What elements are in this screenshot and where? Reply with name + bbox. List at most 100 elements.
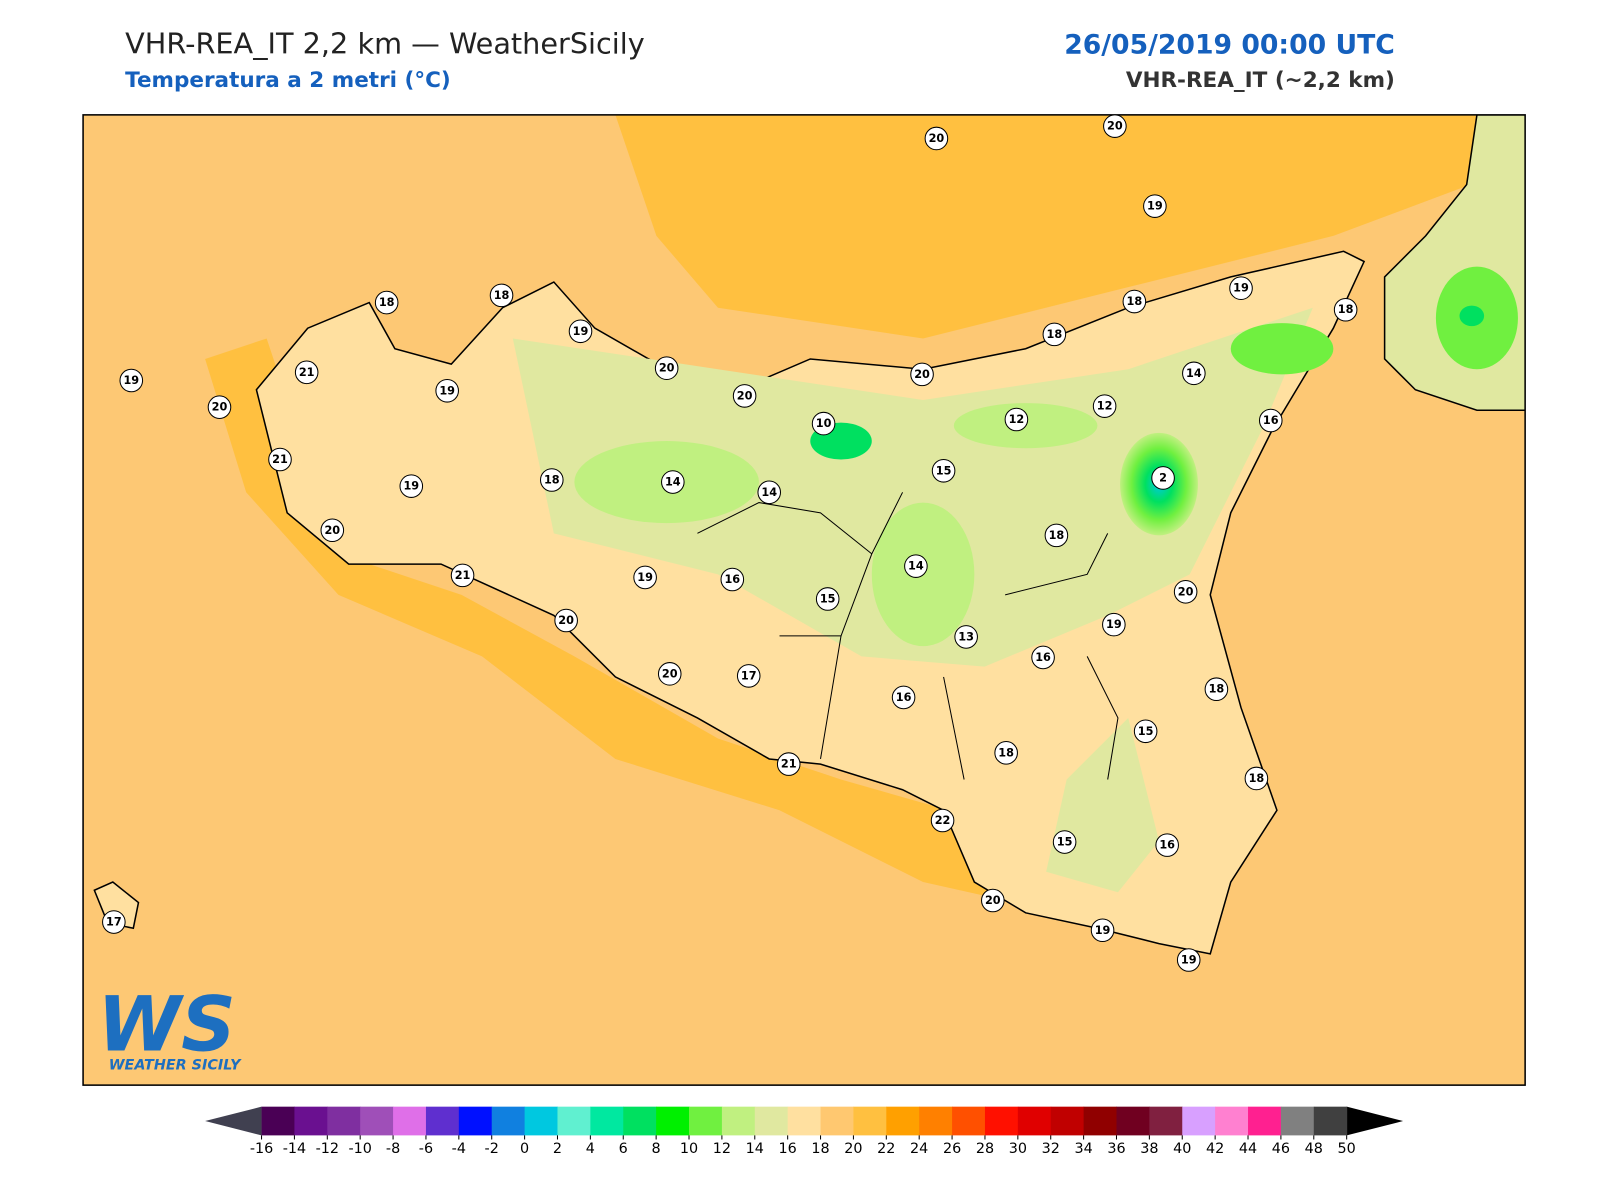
colorbar-bin: [886, 1106, 920, 1136]
station: 15: [1133, 719, 1158, 744]
station: 19: [568, 319, 593, 344]
station-marker: [268, 447, 292, 472]
station-value: 20: [1178, 585, 1194, 598]
colorbar-bin: [1083, 1106, 1118, 1136]
station: 10: [811, 411, 836, 436]
colorbar-bin: [689, 1106, 723, 1136]
station-value: 20: [324, 524, 340, 537]
station-marker: [1151, 466, 1175, 490]
station: 20: [207, 395, 232, 419]
station-value: 12: [1097, 400, 1113, 413]
station: 18: [1044, 523, 1069, 548]
station-marker: [1155, 833, 1179, 857]
station-value: 21: [299, 366, 315, 379]
station: 13: [954, 625, 978, 649]
station-marker: [119, 368, 144, 393]
station: 20: [654, 356, 679, 380]
station-marker: [1090, 918, 1115, 943]
station-marker: [539, 468, 564, 492]
station: 18: [1244, 766, 1269, 791]
colorbar-bin: [327, 1106, 361, 1136]
station-value: 20: [914, 368, 930, 381]
station-marker: [954, 625, 978, 649]
colorbar-bin: [952, 1106, 986, 1136]
station-marker: [633, 565, 657, 590]
station-value: 16: [896, 691, 912, 704]
colorbar-bin: [491, 1106, 526, 1136]
station-value: 20: [929, 132, 945, 145]
colorbar-bin: [919, 1106, 953, 1136]
station: 12: [1092, 394, 1117, 418]
station: 17: [102, 910, 126, 934]
logo: WS WEATHER SICILY: [97, 980, 242, 1073]
station-marker: [374, 290, 399, 315]
station-marker: [1122, 289, 1147, 314]
station: 20: [1173, 579, 1198, 604]
station-value: 16: [1159, 839, 1175, 852]
colorbar-tick-label: -8: [386, 1141, 400, 1157]
station: 16: [891, 685, 916, 710]
colorbar-tick-label: 40: [1173, 1141, 1191, 1157]
colorbar: -16 -14 -12 -10 -8 -6 -4 -2 0 2 4 6 8 10 12 14 16 18 20 22 2…: [205, 1106, 1404, 1157]
station: 19: [119, 368, 144, 393]
title: VHR-REA_IT 2,2 km — WeatherSicily: [125, 26, 645, 60]
station-value: 12: [1009, 413, 1025, 426]
station-value: 15: [936, 464, 952, 477]
colorbar-tick-label: -12: [316, 1141, 339, 1157]
station-value: 18: [998, 746, 1014, 759]
cool-iblei: [1046, 717, 1159, 893]
colorbar-bin: [1248, 1106, 1282, 1136]
station-value: 14: [1186, 367, 1202, 380]
station: 18: [994, 741, 1018, 765]
colorbar-bin: [1182, 1106, 1216, 1136]
stations: 20 20 19 18 18 19 18 19 18 18 19 21 20 19 20 20 20 14 12 12…: [102, 114, 1358, 972]
station: 16: [720, 567, 745, 592]
station: 16: [1031, 645, 1055, 670]
station-value: 14: [908, 560, 924, 573]
colorbar-bin: [1313, 1106, 1348, 1136]
station-value: 20: [1107, 120, 1123, 133]
colorbar-bin: [623, 1106, 657, 1136]
colorbar-bin: [458, 1106, 493, 1136]
station: 16: [1258, 408, 1283, 433]
station-marker: [1092, 394, 1117, 418]
colorbar-bin: [1149, 1106, 1183, 1136]
station: 19: [1143, 194, 1167, 218]
warm-sea: [615, 114, 1526, 339]
station-marker: [654, 356, 679, 380]
station-marker: [1333, 297, 1358, 322]
station-marker: [450, 563, 475, 588]
station-marker: [924, 126, 949, 151]
cold-area: [1459, 305, 1485, 327]
station-marker: [815, 587, 840, 611]
station: 14: [1182, 361, 1206, 386]
station-value: 22: [935, 814, 951, 827]
colorbar-tick-label: 14: [746, 1141, 764, 1157]
colorbar-tick-label: 28: [976, 1141, 994, 1157]
logo-mark: WS: [97, 980, 235, 1068]
station-value: 18: [379, 296, 395, 309]
station-marker: [891, 685, 916, 710]
colorbar-tick-label: 44: [1239, 1141, 1257, 1157]
station-value: 13: [958, 630, 974, 643]
station: 15: [931, 458, 956, 483]
station: 15: [815, 587, 840, 611]
station-marker: [736, 664, 761, 688]
station-marker: [435, 378, 459, 403]
station: 18: [1333, 297, 1358, 322]
colorbar-tick-label: 12: [713, 1141, 731, 1157]
colorbar-bin: [984, 1106, 1019, 1136]
station-marker: [904, 554, 928, 578]
colorbar-tick-label: -4: [452, 1141, 466, 1157]
colorbar-bin: [524, 1106, 558, 1136]
station: 19: [1102, 612, 1126, 637]
colorbar-bin: [590, 1106, 624, 1136]
station-marker: [1004, 407, 1029, 432]
station-value: 16: [724, 573, 740, 586]
station-marker: [1044, 523, 1069, 548]
station-marker: [1229, 276, 1253, 300]
station: 20: [981, 888, 1005, 913]
station-value: 17: [106, 916, 122, 929]
model-label: VHR-REA_IT (~2,2 km): [1126, 68, 1395, 93]
